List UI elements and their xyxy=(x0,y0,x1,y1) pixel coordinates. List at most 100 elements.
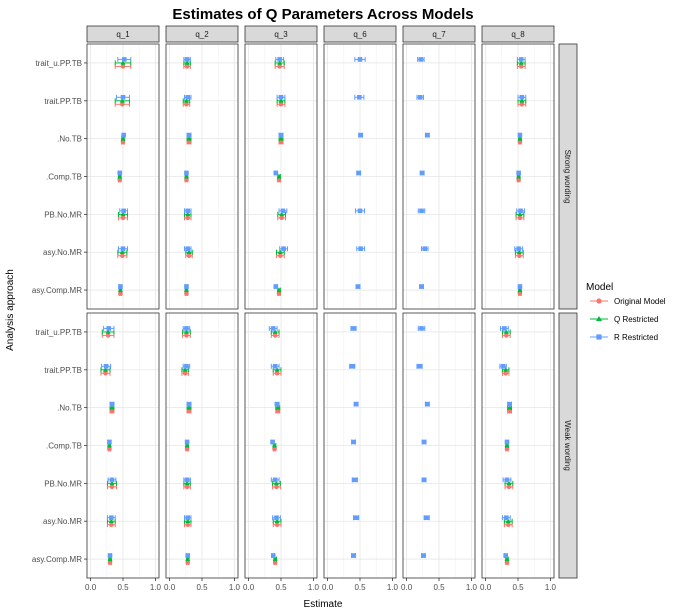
y-tick-label: PB.No.MR xyxy=(44,479,82,488)
point-original-model xyxy=(274,484,279,490)
x-tick-label: 1.0 xyxy=(387,583,399,592)
point-original-model xyxy=(277,64,283,69)
point-r-restricted xyxy=(121,132,126,138)
point-q-restricted xyxy=(107,556,113,561)
point-r-restricted xyxy=(184,326,189,331)
point-q-restricted xyxy=(103,367,109,372)
point-r-restricted xyxy=(422,246,428,252)
point-q-restricted xyxy=(516,249,522,255)
point-r-restricted xyxy=(277,57,283,62)
point-q-restricted xyxy=(272,329,278,334)
point-r-restricted xyxy=(186,132,192,138)
row-label-strong-wording: Strong wording xyxy=(563,150,572,204)
point-r-restricted xyxy=(270,439,275,445)
point-r-restricted xyxy=(419,170,425,176)
x-tick-label: 0.5 xyxy=(433,583,445,592)
row-strip-strong-wording xyxy=(558,43,578,310)
legend-label-q-restricted: Q Restricted xyxy=(614,315,658,324)
point-r-restricted xyxy=(278,132,284,138)
point-q-restricted xyxy=(277,60,283,65)
point-original-model xyxy=(184,333,189,338)
point-r-restricted xyxy=(184,439,190,445)
point-r-restricted xyxy=(184,57,190,62)
point-r-restricted xyxy=(272,363,278,369)
facet-strip-q_7 xyxy=(402,25,476,43)
point-r-restricted xyxy=(107,553,113,558)
facet-strip-q_6 xyxy=(323,25,397,43)
y-tick-label: .Comp.TB xyxy=(46,442,82,451)
point-r-restricted xyxy=(419,284,424,289)
point-q-restricted xyxy=(184,60,190,65)
point-original-model xyxy=(507,408,512,414)
y-tick-label: asy.Comp.MR xyxy=(32,286,82,295)
point-r-restricted xyxy=(502,326,507,331)
point-original-model xyxy=(274,522,280,528)
point-q-restricted xyxy=(105,329,111,334)
point-r-restricted xyxy=(185,94,191,100)
point-r-restricted xyxy=(121,208,126,214)
facet-strip-q_2 xyxy=(165,25,239,43)
legend-label-original-model: Original Model xyxy=(614,297,666,306)
point-original-model xyxy=(278,101,284,107)
point-r-restricted xyxy=(353,515,359,521)
point-r-restricted xyxy=(519,94,525,100)
panel-border xyxy=(165,43,239,310)
x-tick-label: 0.5 xyxy=(196,583,208,592)
point-r-restricted xyxy=(353,401,359,407)
point-r-restricted xyxy=(517,132,523,138)
point-q-restricted xyxy=(278,136,284,141)
point-r-restricted xyxy=(417,363,422,369)
point-q-restricted xyxy=(516,173,522,179)
point-q-restricted xyxy=(120,60,126,65)
y-tick-label: trait.PP.TB xyxy=(44,366,82,375)
point-q-restricted xyxy=(277,249,283,255)
point-original-model xyxy=(274,370,280,376)
x-tick-label: 0.5 xyxy=(117,583,129,592)
point-r-restricted xyxy=(184,170,189,176)
point-q-restricted xyxy=(272,556,278,561)
point-q-restricted xyxy=(109,480,115,486)
point-r-restricted xyxy=(352,477,358,483)
point-r-restricted xyxy=(351,326,356,331)
point-original-model xyxy=(279,215,284,221)
legend-key-r-restricted xyxy=(596,334,602,340)
chart-title: Estimates of Q Parameters Across Models xyxy=(172,6,473,23)
y-tick-label: asy.No.MR xyxy=(43,248,82,257)
point-q-restricted xyxy=(274,518,280,524)
x-axis-title: Estimate xyxy=(304,599,343,610)
point-r-restricted xyxy=(356,170,362,176)
facet-label-q_2: q_2 xyxy=(195,30,209,39)
y-tick-label: .No.TB xyxy=(57,404,82,413)
point-q-restricted xyxy=(106,442,112,448)
point-r-restricted xyxy=(273,284,279,289)
panel-border xyxy=(323,43,397,310)
point-r-restricted xyxy=(118,284,123,289)
point-r-restricted xyxy=(504,439,510,445)
point-q-restricted xyxy=(185,211,191,217)
point-r-restricted xyxy=(280,208,286,214)
point-r-restricted xyxy=(357,94,362,100)
point-r-restricted xyxy=(504,477,510,483)
legend-key-q-restricted xyxy=(596,316,602,321)
point-r-restricted xyxy=(516,170,521,176)
point-q-restricted xyxy=(274,367,280,372)
point-original-model xyxy=(184,64,190,69)
point-r-restricted xyxy=(185,246,191,252)
point-r-restricted xyxy=(351,553,356,558)
point-original-model xyxy=(109,408,115,414)
facet-label-q_7: q_7 xyxy=(432,30,446,39)
point-q-restricted xyxy=(517,136,523,141)
point-r-restricted xyxy=(503,553,508,558)
point-q-restricted xyxy=(119,249,125,255)
point-r-restricted xyxy=(120,246,126,252)
point-r-restricted xyxy=(421,477,427,483)
point-q-restricted xyxy=(504,556,510,561)
point-original-model xyxy=(519,101,525,107)
point-original-model xyxy=(505,522,511,528)
point-r-restricted xyxy=(421,553,426,558)
x-tick-label: 0.0 xyxy=(480,583,492,592)
y-axis-title: Analysis approach xyxy=(5,269,16,351)
point-original-model xyxy=(120,215,126,221)
point-q-restricted xyxy=(519,98,525,103)
point-q-restricted xyxy=(518,60,524,65)
